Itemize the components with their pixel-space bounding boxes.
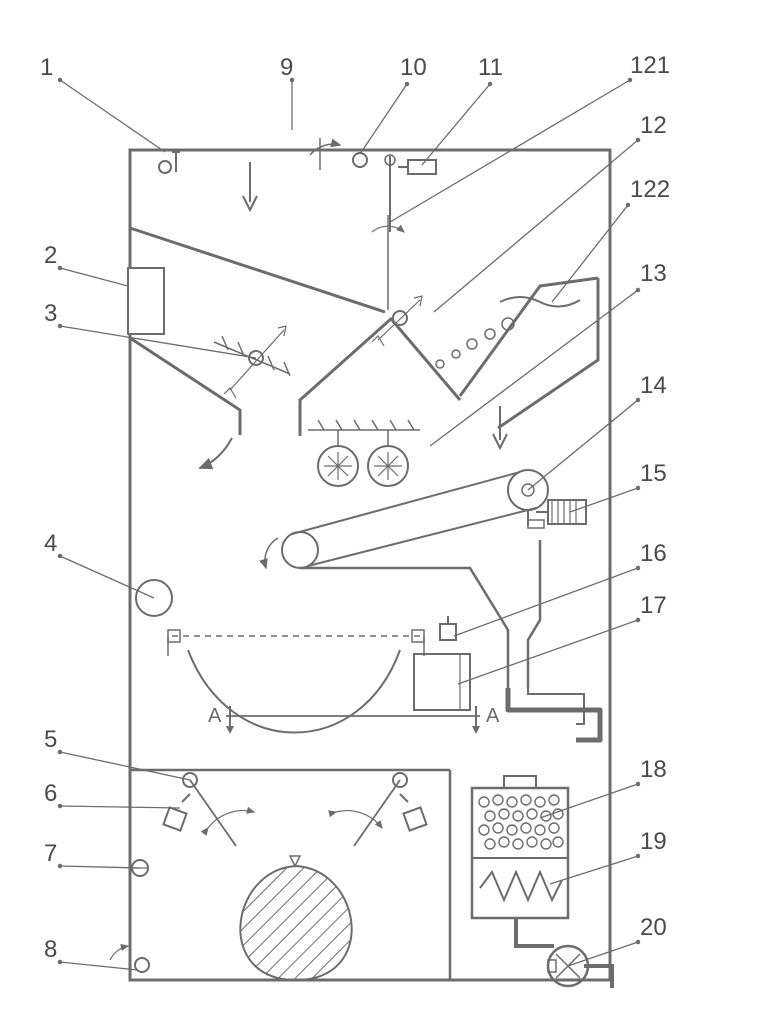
section-letter-right: A [486, 705, 500, 727]
upper-chute-left [130, 228, 385, 312]
actuator-6-right [400, 794, 427, 831]
callout-label-4: 4 [44, 530, 57, 558]
callout-label-20: 20 [640, 914, 667, 942]
leader-1 [60, 80, 165, 152]
callout-label-12: 12 [640, 112, 667, 140]
leader-6 [60, 806, 180, 808]
callout-label-3: 3 [44, 300, 57, 328]
wavy-122 [500, 297, 580, 307]
leader-10 [360, 84, 407, 154]
callout-label-14: 14 [640, 372, 667, 400]
technical-drawing: A A [0, 0, 757, 1036]
heater-coil-19 [480, 872, 562, 900]
ticks-3 [214, 336, 290, 376]
callout-label-17: 17 [640, 592, 667, 620]
callout-label-10: 10 [400, 54, 427, 82]
callout-label-7: 7 [44, 840, 57, 868]
down-arrow-right [493, 406, 507, 448]
pivot-10 [353, 153, 367, 167]
leader-12 [434, 140, 638, 312]
right-hopper [460, 278, 598, 396]
box-17 [414, 654, 470, 710]
leader-2 [60, 268, 128, 286]
leader-14 [528, 400, 638, 490]
bagging-rail [168, 630, 424, 656]
leader-13 [430, 290, 638, 446]
leader-19 [550, 856, 638, 884]
callout-label-6: 6 [44, 780, 57, 808]
callout-label-19: 19 [640, 828, 667, 856]
sensor-1 [159, 152, 180, 173]
leader-20 [568, 942, 638, 966]
conveyor-14 [282, 470, 548, 568]
callout-label-1: 1 [40, 54, 53, 82]
callout-label-2: 2 [44, 242, 57, 270]
section-letter-left: A [208, 705, 222, 727]
callout-label-18: 18 [640, 756, 667, 784]
callout-label-9: 9 [280, 54, 293, 82]
leader-11 [422, 84, 490, 165]
leader-4 [60, 556, 154, 598]
bead-chain [436, 318, 514, 368]
rack-13 [308, 420, 420, 430]
motor-15 [528, 500, 586, 528]
callout-label-13: 13 [640, 260, 667, 288]
callout-label-11: 11 [478, 54, 503, 82]
callout-label-5: 5 [44, 726, 57, 754]
outer-enclosure [130, 150, 610, 980]
leader-7 [60, 866, 140, 868]
panel-2 [128, 268, 164, 334]
callout-label-15: 15 [640, 460, 667, 488]
duct-upper [508, 688, 600, 740]
duct-lower [516, 918, 554, 946]
leader-122 [552, 205, 628, 302]
callout-label-122: 122 [630, 176, 670, 204]
flow-arrow-left [200, 438, 232, 468]
actuator-11 [408, 160, 436, 174]
callout-label-8: 8 [44, 936, 57, 964]
down-arrow-main [243, 162, 257, 210]
callout-label-16: 16 [640, 540, 667, 568]
leader-5 [60, 752, 190, 780]
leader-8 [60, 962, 138, 970]
collection-bag [240, 856, 351, 980]
actuator-6-left [163, 794, 190, 831]
callout-label-121: 121 [630, 52, 670, 80]
actuator-16 [440, 616, 456, 640]
filter-media-18 [479, 795, 563, 849]
